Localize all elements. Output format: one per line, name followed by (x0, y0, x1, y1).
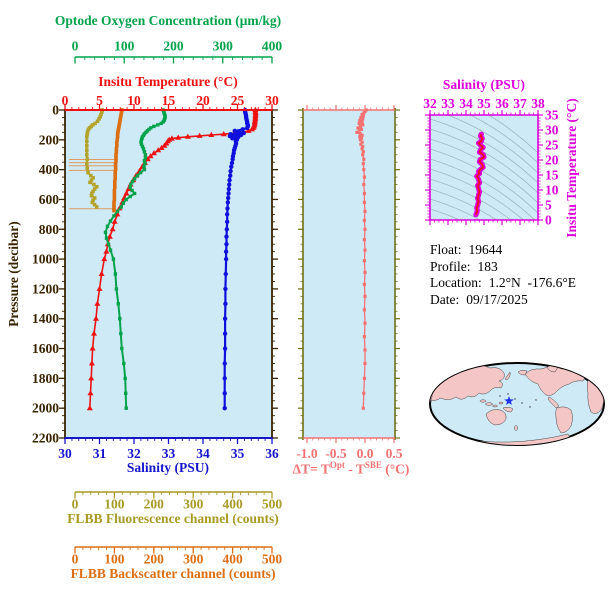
world-map (429, 362, 605, 446)
svg-text:5: 5 (545, 198, 552, 213)
delta-panel-bg (303, 110, 395, 438)
map-land-japan (504, 371, 511, 381)
svg-text:1000: 1000 (32, 252, 59, 267)
map-land-newzealand (514, 425, 518, 431)
float-info: Float: 19644 Profile: 183 Location: 1.2°N -… (430, 242, 576, 308)
svg-text:0: 0 (62, 93, 69, 108)
float-info-line: Profile: 183 (430, 259, 576, 276)
svg-text:35: 35 (545, 108, 559, 123)
svg-text:-0.5: -0.5 (325, 446, 347, 461)
svg-text:36: 36 (265, 446, 279, 461)
svg-text:400: 400 (262, 39, 283, 54)
svg-text:10: 10 (545, 183, 559, 198)
svg-text:30: 30 (265, 93, 279, 108)
profile-label: Profile: (430, 258, 471, 274)
float-info-line: Location: 1.2°N -176.6°E (430, 275, 576, 292)
svg-text:100: 100 (104, 497, 125, 512)
svg-text:400: 400 (222, 552, 243, 567)
main-panel-bg (65, 110, 272, 438)
svg-text:32: 32 (127, 446, 141, 461)
svg-text:0: 0 (545, 213, 552, 228)
svg-text:0: 0 (52, 103, 59, 118)
svg-text:1400: 1400 (32, 311, 59, 326)
map-islands (499, 393, 537, 408)
svg-text:0: 0 (72, 497, 79, 512)
svg-text:20: 20 (196, 93, 210, 108)
map-land-australia (485, 409, 507, 426)
map-land-central-america (547, 396, 560, 409)
svg-text:500: 500 (262, 552, 283, 567)
svg-text:1600: 1600 (32, 341, 59, 356)
svg-text:15: 15 (162, 93, 176, 108)
svg-text:400: 400 (39, 162, 60, 177)
location-label: Location: (430, 275, 482, 290)
svg-text:15: 15 (545, 168, 559, 183)
float-label: Float: (430, 242, 462, 257)
svg-text:32: 32 (423, 96, 437, 111)
date-label: Date: (430, 291, 460, 307)
profile-value: 183 (477, 258, 498, 274)
svg-text:300: 300 (213, 39, 234, 54)
svg-text:100: 100 (114, 39, 135, 54)
svg-text:2000: 2000 (32, 401, 59, 416)
svg-text:400: 400 (222, 497, 243, 512)
svg-text:36: 36 (495, 96, 509, 111)
svg-text:20: 20 (545, 153, 559, 168)
oxygen-curve (103, 108, 167, 410)
density-contours (430, 115, 538, 220)
svg-text:38: 38 (531, 96, 545, 111)
svg-text:31: 31 (93, 446, 107, 461)
float-location-marker (504, 396, 514, 405)
svg-text:800: 800 (39, 222, 60, 237)
svg-text:25: 25 (231, 93, 245, 108)
svg-text:35: 35 (477, 96, 491, 111)
salinity-curve (222, 107, 251, 411)
svg-text:0: 0 (72, 39, 79, 54)
svg-text:10: 10 (127, 93, 141, 108)
svg-text:2200: 2200 (32, 431, 59, 446)
svg-text:5: 5 (96, 93, 103, 108)
svg-text:30: 30 (58, 446, 72, 461)
svg-text:37: 37 (513, 96, 527, 111)
svg-text:34: 34 (459, 96, 473, 111)
backscatter-curve (112, 108, 124, 213)
svg-text:25: 25 (545, 138, 559, 153)
map-land-newguinea (502, 406, 514, 413)
svg-text:1800: 1800 (32, 371, 59, 386)
svg-text:100: 100 (104, 552, 125, 567)
svg-text:200: 200 (39, 132, 60, 147)
svg-text:30: 30 (545, 123, 559, 138)
svg-text:35: 35 (231, 446, 245, 461)
svg-text:33: 33 (162, 446, 176, 461)
svg-text:200: 200 (144, 497, 165, 512)
svg-text:600: 600 (39, 192, 60, 207)
map-land-indonesia (479, 399, 487, 403)
date-value: 09/17/2025 (466, 291, 528, 307)
temperature-curve (86, 106, 259, 411)
svg-text:300: 300 (183, 552, 204, 567)
svg-text:500: 500 (262, 497, 283, 512)
delta-t-curve (355, 108, 368, 410)
svg-text:200: 200 (163, 39, 184, 54)
location-value: 1.2°N -176.6°E (488, 275, 577, 290)
svg-text:300: 300 (183, 497, 204, 512)
map-land-africa-europe (586, 374, 604, 414)
map-land-alaska (517, 369, 528, 376)
svg-text:0.0: 0.0 (357, 446, 374, 461)
ts-curve (473, 131, 487, 218)
float-info-line: Float: 19644 (430, 242, 576, 259)
float-value: 19644 (468, 242, 503, 257)
svg-text:1200: 1200 (32, 281, 59, 296)
fluorescence-curve (85, 108, 104, 209)
map-land-south-america (555, 406, 573, 434)
svg-text:34: 34 (196, 446, 210, 461)
svg-text:33: 33 (441, 96, 455, 111)
svg-text:200: 200 (144, 552, 165, 567)
svg-text:0: 0 (72, 552, 79, 567)
svg-text:-1.0: -1.0 (296, 446, 318, 461)
svg-text:0.5: 0.5 (386, 446, 403, 461)
float-info-line: Date: 09/17/2025 (430, 292, 576, 309)
